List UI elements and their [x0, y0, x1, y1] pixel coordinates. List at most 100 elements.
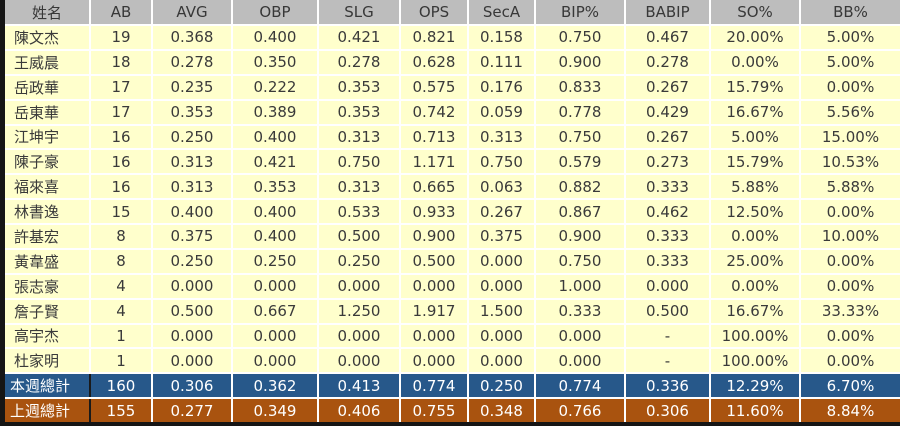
player-name-cell: 高宇杰 — [5, 323, 91, 350]
column-header-bip: BIP% — [535, 0, 626, 26]
stat-cell: 1 — [90, 323, 153, 350]
table-row: 林書逸 15 0.400 0.400 0.533 0.933 0.267 0.867 0.462… — [5, 199, 900, 225]
stat-cell: 0.500 — [318, 224, 401, 250]
stat-cell: 15.00% — [800, 124, 900, 151]
stat-cell: 0.350 — [232, 49, 319, 76]
stat-cell: 25.00% — [710, 248, 801, 275]
stat-cell: 0.267 — [468, 199, 536, 225]
batting-stats-table: 姓名 AB AVG OBP SLG OPS SecA BIP% BABIP SO… — [5, 0, 900, 422]
total-stat-cell: 0.349 — [232, 398, 319, 422]
column-header-so: SO% — [710, 0, 801, 26]
table-row: 黃韋盛 8 0.250 0.250 0.250 0.500 0.000 0.750 0.333 2… — [5, 248, 900, 275]
stat-cell: 0.400 — [232, 25, 319, 51]
stat-cell: 0.111 — [468, 49, 536, 76]
stat-cell: 0.250 — [232, 248, 319, 275]
table-row: 王威晨 18 0.278 0.350 0.278 0.628 0.111 0.900 0.278… — [5, 49, 900, 76]
stat-cell: 19 — [90, 25, 153, 51]
stat-cell: 1.250 — [318, 298, 401, 325]
stat-cell: 16.67% — [710, 298, 801, 325]
stat-cell: 4 — [90, 273, 153, 300]
stat-cell: 0.313 — [152, 149, 233, 176]
stat-cell: 0.000 — [152, 273, 233, 300]
stat-cell: 0.063 — [468, 174, 536, 201]
stat-cell: 0.867 — [535, 199, 626, 225]
total-label-cell: 上週總計 — [5, 398, 91, 422]
stat-cell: 0.467 — [625, 25, 711, 51]
stat-cell: 0.900 — [535, 49, 626, 76]
header-row: 姓名 AB AVG OBP SLG OPS SecA BIP% BABIP SO… — [5, 0, 900, 26]
player-name-cell: 福來喜 — [5, 174, 91, 201]
stat-cell: 0.176 — [468, 74, 536, 101]
stat-cell: 5.00% — [710, 124, 801, 151]
table-row: 岳政華 17 0.235 0.222 0.353 0.575 0.176 0.833 0.267… — [5, 74, 900, 101]
stat-cell: 0.000 — [318, 323, 401, 350]
total-stat-cell: 12.29% — [710, 373, 801, 400]
total-stat-cell: 0.306 — [625, 398, 711, 422]
stat-cell: 0.313 — [468, 124, 536, 151]
total-stat-cell: 0.348 — [468, 398, 536, 422]
stat-cell: 0.000 — [468, 323, 536, 350]
table-row: 江坤宇 16 0.250 0.400 0.313 0.713 0.313 0.750 0.267… — [5, 124, 900, 151]
stat-cell: 0.000 — [625, 273, 711, 300]
stat-cell: 0.400 — [232, 199, 319, 225]
stat-cell: 1.000 — [535, 273, 626, 300]
stat-cell: 0.333 — [625, 174, 711, 201]
table-row: 陳文杰 19 0.368 0.400 0.421 0.821 0.158 0.750 0.467… — [5, 25, 900, 51]
stat-cell: 1.171 — [400, 149, 469, 176]
column-header-name: 姓名 — [5, 0, 91, 26]
player-name-cell: 王威晨 — [5, 49, 91, 76]
stat-cell: 0.000 — [468, 248, 536, 275]
column-header-ab: AB — [90, 0, 153, 26]
player-name-cell: 張志豪 — [5, 273, 91, 300]
stat-cell: 10.53% — [800, 149, 900, 176]
stat-cell: 0.000 — [468, 348, 536, 375]
total-stat-cell: 0.413 — [318, 373, 401, 400]
stat-cell: 0.400 — [232, 124, 319, 151]
stat-cell: 0.235 — [152, 74, 233, 101]
stat-cell: 0.778 — [535, 99, 626, 126]
stat-cell: 0.750 — [318, 149, 401, 176]
total-stat-cell: 0.277 — [152, 398, 233, 422]
stat-cell: 0.421 — [232, 149, 319, 176]
stat-cell: 0.429 — [625, 99, 711, 126]
stat-cell: 0.313 — [152, 174, 233, 201]
total-stat-cell: 0.362 — [232, 373, 319, 400]
stat-cell: 0.00% — [710, 49, 801, 76]
stat-cell: 0.278 — [318, 49, 401, 76]
stat-cell: 18 — [90, 49, 153, 76]
stat-cell: - — [625, 323, 711, 350]
stat-cell: 15.79% — [710, 149, 801, 176]
stat-cell: 0.713 — [400, 124, 469, 151]
stat-cell: 0.000 — [152, 348, 233, 375]
stat-cell: 0.273 — [625, 149, 711, 176]
player-name-cell: 杜家明 — [5, 348, 91, 375]
table-row: 詹子賢 4 0.500 0.667 1.250 1.917 1.500 0.333 0.500 1… — [5, 298, 900, 325]
table-row: 福來喜 16 0.313 0.353 0.313 0.665 0.063 0.882 0.333… — [5, 174, 900, 201]
table-row: 張志豪 4 0.000 0.000 0.000 0.000 0.000 1.000 0.000 0… — [5, 273, 900, 300]
stat-cell: 0.750 — [468, 149, 536, 176]
stat-cell: 16 — [90, 174, 153, 201]
stat-cell: 0.742 — [400, 99, 469, 126]
stat-cell: 16.67% — [710, 99, 801, 126]
total-stat-cell: 0.774 — [535, 373, 626, 400]
table-row: 許基宏 8 0.375 0.400 0.500 0.900 0.375 0.900 0.333 0… — [5, 224, 900, 250]
stat-cell: 1.500 — [468, 298, 536, 325]
stat-cell: 0.059 — [468, 99, 536, 126]
column-header-slg: SLG — [318, 0, 401, 26]
stat-cell: 0.400 — [152, 199, 233, 225]
stat-cell: 0.821 — [400, 25, 469, 51]
stat-cell: 0.000 — [400, 273, 469, 300]
player-name-cell: 陳子豪 — [5, 149, 91, 176]
stat-cell: 5.56% — [800, 99, 900, 126]
stat-cell: 0.000 — [400, 323, 469, 350]
stat-cell: 0.353 — [318, 74, 401, 101]
stat-cell: 16 — [90, 124, 153, 151]
stat-cell: 0.933 — [400, 199, 469, 225]
stat-cell: 0.00% — [800, 348, 900, 375]
stat-cell: 15 — [90, 199, 153, 225]
stat-cell: 10.00% — [800, 224, 900, 250]
column-header-obp: OBP — [232, 0, 319, 26]
stat-cell: 0.267 — [625, 74, 711, 101]
stat-cell: 0.000 — [535, 348, 626, 375]
stat-cell: 0.00% — [800, 199, 900, 225]
